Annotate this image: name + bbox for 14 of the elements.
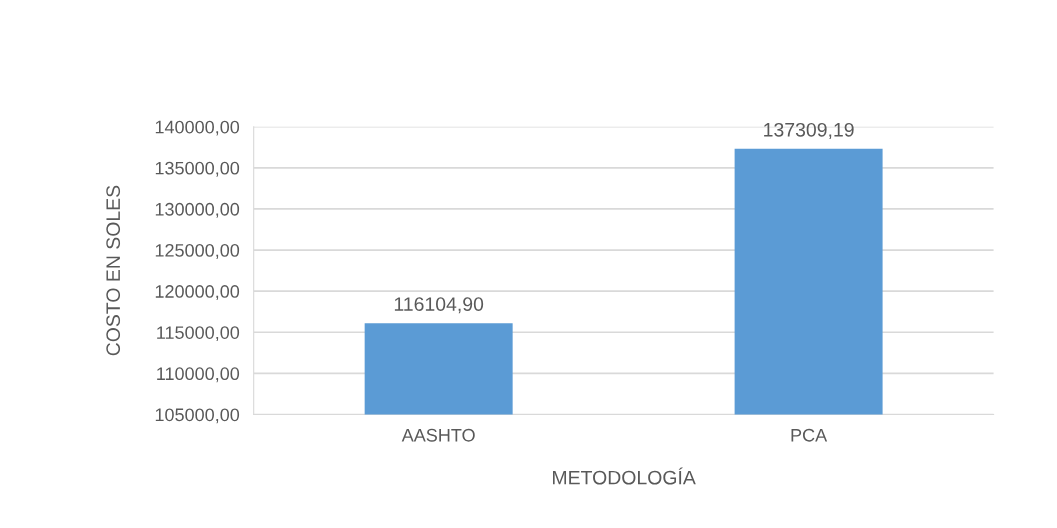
y-axis-title: COSTO EN SOLES [106, 185, 121, 356]
y-tick-label: 125000,00 [155, 243, 240, 259]
x-tick-label: PCA [791, 428, 828, 442]
y-tick-label: 115000,00 [157, 326, 240, 342]
y-tick-label: 120000,00 [155, 285, 240, 301]
y-tick-label: 135000,00 [155, 161, 240, 177]
data-label: 116104,90 [394, 297, 484, 314]
y-tick-label: 140000,00 [155, 120, 240, 136]
x-axis-title: METODOLOGÍA [553, 467, 696, 485]
y-tick-label: 130000,00 [155, 202, 240, 218]
y-tick-label: 110000,00 [157, 367, 240, 383]
y-tick-label: 105000,00 [155, 408, 240, 424]
data-label: 137309,19 [764, 122, 854, 139]
x-tick-label: AASHTO [401, 428, 475, 442]
